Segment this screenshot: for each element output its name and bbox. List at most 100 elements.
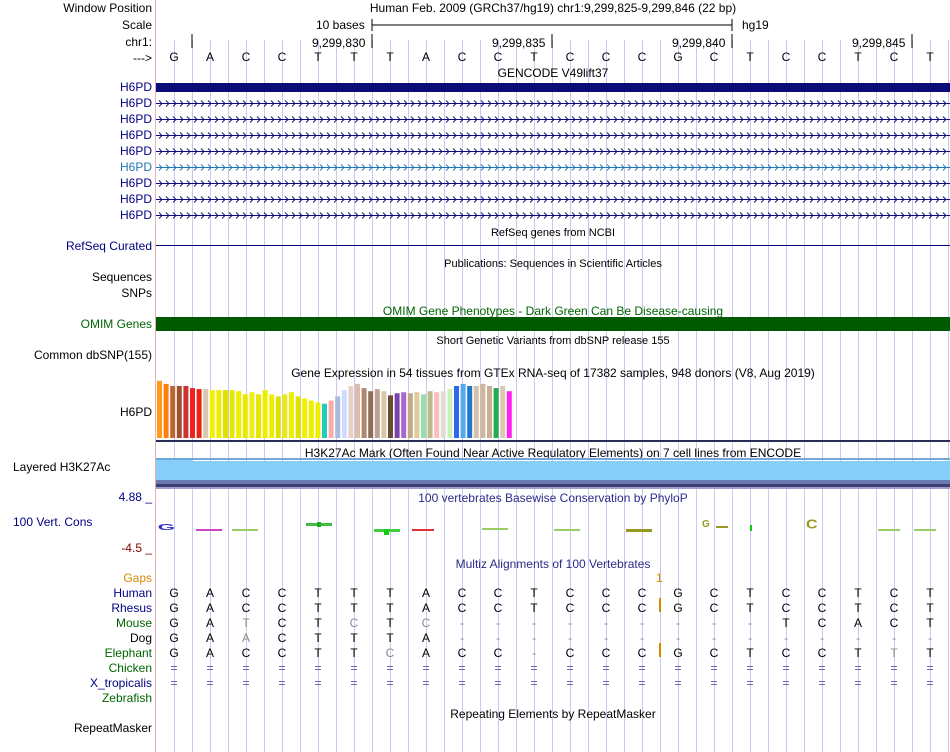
track-label-gencode-4[interactable]: H6PD xyxy=(119,128,152,142)
strand-chevron xyxy=(291,100,296,107)
phylop-conservation-logo[interactable]: G G C xyxy=(156,515,950,539)
refseq-gene-line[interactable] xyxy=(156,245,950,246)
strand-chevron xyxy=(193,212,198,219)
strand-chevron xyxy=(312,132,317,139)
strand-chevron xyxy=(417,212,422,219)
strand-chevron xyxy=(543,212,548,219)
strand-chevron xyxy=(459,164,464,171)
strand-chevron xyxy=(487,116,492,123)
species-label-x-tropicalis: X_tropicalis xyxy=(89,676,152,690)
alignment-base: G xyxy=(673,601,683,615)
strand-chevron xyxy=(375,196,380,203)
strand-chevron xyxy=(431,164,436,171)
gtex-expression-barchart[interactable] xyxy=(156,380,950,442)
multiz-track-title: Multiz Alignments of 100 Vertebrates xyxy=(455,557,651,571)
omim-gene-block[interactable] xyxy=(156,317,950,331)
strand-chevron xyxy=(522,212,527,219)
strand-chevron xyxy=(536,116,541,123)
strand-chevron xyxy=(410,196,415,203)
strand-chevron xyxy=(578,180,583,187)
track-label-gencode-8[interactable]: H6PD xyxy=(119,192,152,206)
strand-chevron xyxy=(641,132,646,139)
track-label-gencode-1[interactable]: H6PD xyxy=(119,80,152,94)
strand-chevron xyxy=(907,148,912,155)
gtex-tissue-bar xyxy=(262,390,268,438)
strand-chevron xyxy=(928,180,933,187)
alignment-base: C xyxy=(817,601,827,615)
strand-chevron xyxy=(284,196,289,203)
track-label-gtex-gene[interactable]: H6PD xyxy=(119,405,152,419)
alignment-base: T xyxy=(386,631,394,645)
strand-chevron xyxy=(767,132,772,139)
browser-image-area[interactable]: Human Feb. 2009 (GRCh37/hg19) chr1:9,299… xyxy=(156,0,950,752)
strand-chevron xyxy=(438,180,443,187)
gencode-transcripts[interactable] xyxy=(156,96,950,224)
track-label-snps[interactable]: SNPs xyxy=(121,286,152,300)
track-label-gencode-2[interactable]: H6PD xyxy=(119,96,152,110)
strand-chevron xyxy=(207,132,212,139)
strand-chevron xyxy=(326,132,331,139)
strand-chevron xyxy=(354,212,359,219)
sequence-base: T xyxy=(926,50,934,64)
strand-chevron xyxy=(662,212,667,219)
alignment-base: C xyxy=(601,646,611,660)
gtex-tissue-bar xyxy=(242,394,248,438)
strand-chevron xyxy=(396,100,401,107)
dbsnp-track-title: Short Genetic Variants from dbSNP releas… xyxy=(436,335,670,347)
track-label-h3k27ac[interactable]: Layered H3K27Ac xyxy=(13,460,111,474)
strand-chevron xyxy=(613,148,618,155)
strand-chevron xyxy=(571,196,576,203)
strand-chevron xyxy=(361,148,366,155)
strand-chevron xyxy=(767,100,772,107)
strand-chevron xyxy=(298,116,303,123)
alignment-base: A xyxy=(205,631,214,645)
strand-chevron xyxy=(718,164,723,171)
track-label-gencode-7[interactable]: H6PD xyxy=(119,176,152,190)
track-label-gencode-3[interactable]: H6PD xyxy=(119,112,152,126)
strand-chevron xyxy=(746,116,751,123)
gtex-tissue-bar xyxy=(361,388,367,438)
track-label-repeatmasker[interactable]: RepeatMasker xyxy=(73,721,152,735)
strand-chevron xyxy=(207,196,212,203)
alignment-base: G xyxy=(169,631,179,645)
strand-chevron xyxy=(228,196,233,203)
track-label-conservation[interactable]: 100 Vert. Cons xyxy=(13,515,93,529)
track-label-gencode-9[interactable]: H6PD xyxy=(119,208,152,222)
strand-chevron xyxy=(753,212,758,219)
strand-chevron xyxy=(438,164,443,171)
strand-chevron xyxy=(417,164,422,171)
strand-chevron xyxy=(256,116,261,123)
strand-chevron xyxy=(305,148,310,155)
strand-chevron xyxy=(508,148,513,155)
strand-chevron xyxy=(284,164,289,171)
strand-chevron xyxy=(921,116,926,123)
track-label-refseq[interactable]: RefSeq Curated xyxy=(65,239,152,253)
strand-chevron xyxy=(515,164,520,171)
track-label-gencode-6[interactable]: H6PD xyxy=(119,160,152,174)
strand-chevron xyxy=(809,100,814,107)
alignment-base: T xyxy=(926,616,934,630)
track-label-sequences[interactable]: Sequences xyxy=(91,270,152,284)
gencode-exon-block[interactable] xyxy=(156,83,950,92)
strand-chevron xyxy=(585,148,590,155)
strand-chevron xyxy=(347,164,352,171)
strand-chevron xyxy=(795,164,800,171)
strand-chevron xyxy=(683,100,688,107)
track-label-gencode-5[interactable]: H6PD xyxy=(119,144,152,158)
track-label-omim[interactable]: OMIM Genes xyxy=(80,317,152,331)
strand-chevron xyxy=(746,196,751,203)
h3k27ac-signal[interactable] xyxy=(156,458,950,490)
strand-chevron xyxy=(837,196,842,203)
strand-chevron xyxy=(851,164,856,171)
strand-chevron xyxy=(172,116,177,123)
strand-chevron xyxy=(529,148,534,155)
strand-chevron xyxy=(648,148,653,155)
track-label-dbsnp[interactable]: Common dbSNP(155) xyxy=(33,348,152,362)
strand-chevron xyxy=(781,116,786,123)
strand-chevron xyxy=(725,116,730,123)
strand-chevron xyxy=(403,180,408,187)
strand-chevron xyxy=(557,116,562,123)
strand-chevron xyxy=(298,180,303,187)
strand-chevron xyxy=(228,116,233,123)
strand-chevron xyxy=(760,100,765,107)
